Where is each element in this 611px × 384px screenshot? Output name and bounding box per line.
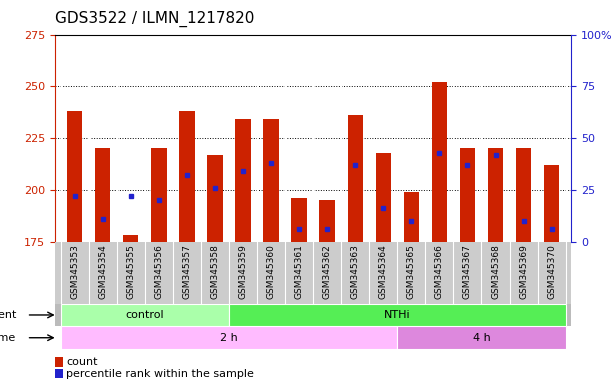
Bar [207, 155, 222, 242]
Text: GSM345358: GSM345358 [210, 245, 219, 300]
Text: GSM345357: GSM345357 [182, 245, 191, 300]
Bar [123, 235, 139, 242]
Text: GSM345368: GSM345368 [491, 245, 500, 300]
Text: 2 h: 2 h [220, 333, 238, 343]
Text: GSM345362: GSM345362 [323, 245, 332, 300]
Text: GSM345369: GSM345369 [519, 245, 528, 300]
Text: GSM345355: GSM345355 [126, 245, 135, 300]
Bar [60, 326, 397, 349]
Text: GSM345356: GSM345356 [155, 245, 163, 300]
Text: 4 h: 4 h [473, 333, 491, 343]
Text: GSM345353: GSM345353 [70, 245, 79, 300]
Bar [516, 148, 532, 242]
Bar [320, 200, 335, 242]
Text: NTHi: NTHi [384, 310, 411, 320]
Text: GSM345361: GSM345361 [295, 245, 304, 300]
Bar [263, 119, 279, 242]
Text: GSM345360: GSM345360 [266, 245, 276, 300]
Bar [229, 304, 566, 326]
Bar [488, 148, 503, 242]
Text: time: time [0, 333, 16, 343]
Text: GDS3522 / ILMN_1217820: GDS3522 / ILMN_1217820 [55, 11, 254, 27]
Text: GSM345359: GSM345359 [238, 245, 247, 300]
Text: GSM345370: GSM345370 [547, 245, 556, 300]
Text: GSM345354: GSM345354 [98, 245, 107, 300]
Bar [235, 119, 251, 242]
Bar [291, 198, 307, 242]
Bar [95, 148, 111, 242]
Text: agent: agent [0, 310, 16, 320]
Bar [151, 148, 167, 242]
Bar [432, 82, 447, 242]
Text: count: count [66, 357, 98, 367]
Text: GSM345366: GSM345366 [435, 245, 444, 300]
Bar [179, 111, 194, 242]
Bar [67, 111, 82, 242]
Text: GSM345365: GSM345365 [407, 245, 416, 300]
Bar [60, 304, 229, 326]
Bar [544, 165, 559, 242]
Bar [376, 152, 391, 242]
Text: percentile rank within the sample: percentile rank within the sample [66, 369, 254, 379]
Text: GSM345363: GSM345363 [351, 245, 360, 300]
Bar [348, 115, 363, 242]
Bar [459, 148, 475, 242]
Text: GSM345367: GSM345367 [463, 245, 472, 300]
Bar [404, 192, 419, 242]
Bar [397, 326, 566, 349]
Text: control: control [125, 310, 164, 320]
Text: GSM345364: GSM345364 [379, 245, 388, 300]
